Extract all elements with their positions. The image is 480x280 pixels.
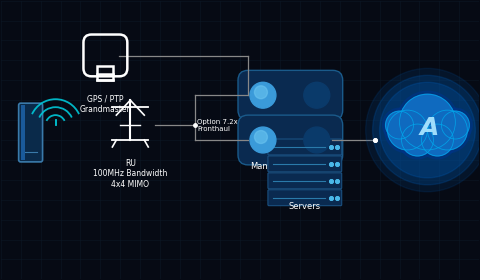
Circle shape (399, 94, 456, 150)
Text: Management: Management (250, 162, 305, 171)
FancyBboxPatch shape (268, 190, 342, 206)
Circle shape (396, 91, 458, 153)
FancyBboxPatch shape (268, 156, 342, 172)
Text: Option 7.2x
Fronthaul: Option 7.2x Fronthaul (197, 119, 238, 132)
FancyBboxPatch shape (268, 139, 342, 155)
Circle shape (372, 75, 480, 185)
Text: GPS / PTP
Grandmaster: GPS / PTP Grandmaster (80, 94, 131, 114)
Circle shape (398, 121, 436, 159)
Circle shape (421, 124, 454, 156)
Circle shape (380, 82, 475, 178)
Circle shape (428, 110, 468, 150)
Circle shape (442, 111, 469, 139)
FancyBboxPatch shape (268, 173, 342, 189)
Circle shape (254, 86, 267, 99)
Circle shape (383, 108, 417, 142)
Circle shape (304, 127, 330, 153)
Text: RU
100MHz Bandwidth
4x4 MIMO: RU 100MHz Bandwidth 4x4 MIMO (93, 159, 168, 189)
Circle shape (254, 130, 267, 143)
Circle shape (366, 68, 480, 192)
Circle shape (384, 107, 431, 153)
Text: Top-of-rack: Top-of-rack (290, 76, 337, 85)
Circle shape (424, 107, 470, 153)
Circle shape (402, 124, 433, 156)
FancyBboxPatch shape (238, 115, 343, 165)
Text: A: A (420, 116, 439, 140)
Circle shape (387, 110, 428, 150)
Circle shape (419, 121, 456, 159)
Circle shape (250, 82, 276, 108)
Circle shape (385, 111, 413, 139)
FancyBboxPatch shape (238, 70, 343, 120)
Circle shape (250, 127, 276, 153)
Circle shape (304, 82, 330, 108)
Circle shape (438, 108, 472, 142)
Text: Servers: Servers (289, 202, 321, 211)
FancyBboxPatch shape (21, 105, 24, 160)
FancyBboxPatch shape (19, 103, 43, 162)
